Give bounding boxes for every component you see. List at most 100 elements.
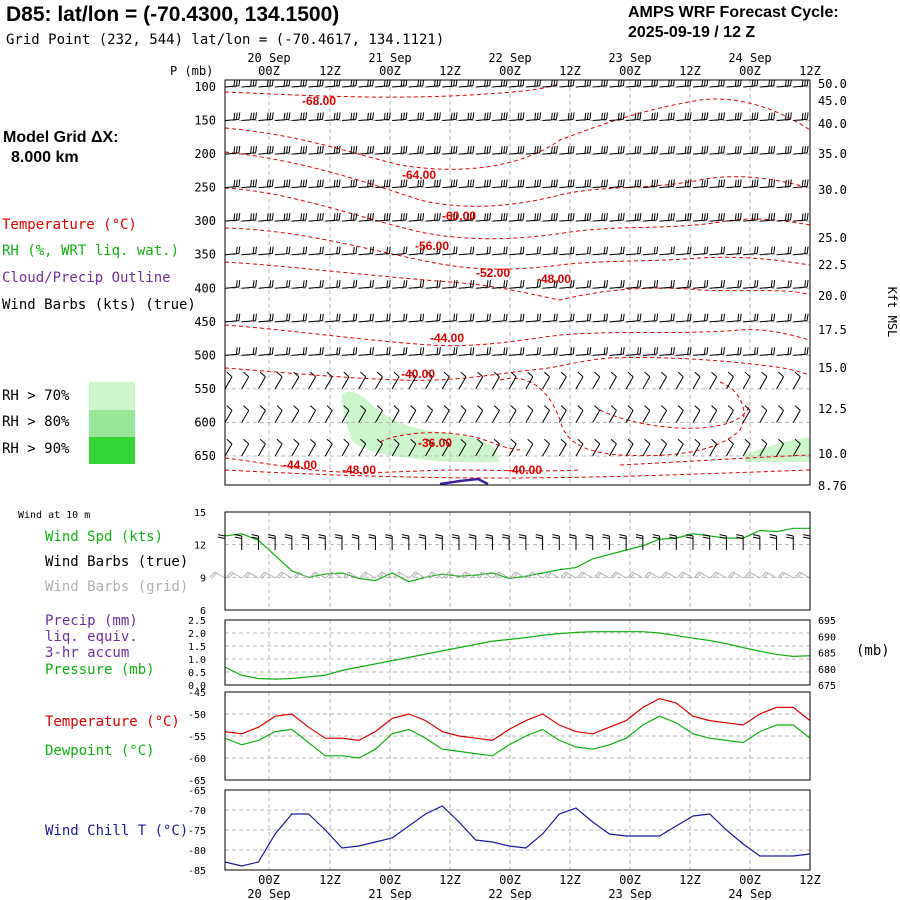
temperature-contour — [599, 404, 751, 429]
upper-wind-barb-flag — [455, 313, 458, 321]
upper-wind-barb-flag — [656, 145, 659, 153]
upper-wind-barb-flag — [656, 112, 659, 120]
upper-wind-barb-flag — [701, 179, 704, 187]
upper-wind-barb-flag — [553, 213, 556, 221]
upper-wind-barb — [709, 443, 718, 457]
upper-wind-barb-flag — [350, 112, 353, 120]
upper-wind-barb-flag — [689, 179, 692, 187]
upper-wind-barb-flag — [723, 313, 725, 321]
upper-wind-barb-flag — [305, 179, 308, 187]
upper-wind-barb-flag — [436, 179, 439, 187]
upper-wind-barb-flag — [238, 212, 241, 221]
upper-wind-barb-flag — [489, 179, 491, 187]
upper-wind-barb — [809, 421, 810, 423]
upper-wind-barb-flag — [238, 145, 241, 153]
upper-wind-barb-flag — [388, 112, 391, 120]
temperature-contour — [225, 469, 810, 479]
upper-wind-barb — [608, 376, 617, 390]
true-wind-barb-flag — [234, 536, 242, 540]
bottom-time-label: 00Z — [379, 873, 401, 887]
upper-wind-barb-flag — [383, 146, 386, 154]
contour-label-minus-60: -60.00 — [442, 209, 476, 223]
contour-label-minus-44-low: -44.00 — [283, 458, 317, 472]
grid-wind-barb-flag — [761, 571, 767, 578]
upper-wind-barb-flag — [734, 112, 737, 120]
bottom-date-label: 20 Sep — [247, 887, 290, 900]
upper-wind-barb-flag — [338, 280, 341, 288]
upper-wind-barb-flag — [386, 246, 389, 254]
upper-wind-barb-flag — [305, 280, 308, 288]
upper-wind-barb-flag — [778, 405, 784, 411]
upper-wind-barb-flag — [553, 313, 556, 321]
model-grid-label: Model Grid ΔX: — [3, 129, 119, 146]
rh-swatch-90 — [89, 437, 135, 464]
upper-wind-barb-flag — [653, 313, 656, 321]
upper-wind-barb-flag — [806, 112, 809, 120]
upper-wind-barb-flag — [422, 313, 425, 321]
upper-wind-barb-flag — [271, 179, 274, 187]
upper-wind-barb-flag — [489, 313, 491, 321]
grid-wind-barb-flag — [495, 572, 501, 579]
upper-wind-barb-flag — [603, 179, 606, 187]
upper-wind-barb — [792, 410, 801, 423]
upper-wind-barb-flag — [536, 280, 539, 288]
upper-wind-barb-flag — [572, 80, 575, 86]
upper-wind-barb-flag — [233, 179, 236, 187]
upper-wind-barb-flag — [804, 313, 807, 321]
upper-wind-barb — [374, 376, 383, 390]
upper-wind-barb-flag — [403, 347, 405, 355]
upper-wind-barb — [508, 443, 517, 457]
upper-wind-barb-flag — [386, 146, 389, 154]
upper-wind-barb-flag — [620, 280, 623, 288]
temperature-contour — [225, 98, 810, 170]
upper-wind-barb-flag — [603, 246, 606, 254]
upper-wind-barb — [308, 410, 317, 423]
upper-wind-barb-flag — [319, 179, 322, 187]
kft-tick-label: 45.0 — [818, 94, 847, 108]
top-time-label: 12Z — [319, 64, 341, 78]
upper-wind-barb-flag — [336, 179, 339, 187]
upper-wind-barb-flag — [369, 280, 372, 288]
upper-wind-barb-flag — [372, 179, 374, 187]
upper-wind-barb — [692, 376, 701, 390]
upper-wind-barb-flag — [484, 146, 486, 154]
upper-wind-barb-flag — [372, 212, 374, 221]
upper-wind-barb — [525, 376, 534, 390]
panel-tick-label: 0.0 — [188, 681, 206, 692]
upper-wind-barb-flag — [367, 112, 369, 120]
upper-wind-barb-flag — [806, 80, 809, 86]
upper-wind-barb-flag — [286, 313, 288, 321]
upper-wind-barb-flag — [770, 213, 773, 221]
upper-wind-barb-flag — [252, 112, 255, 120]
upper-wind-barb-flag — [453, 146, 456, 154]
upper-wind-barb-flag — [804, 280, 807, 288]
panel-right-tick-label: 685 — [818, 649, 836, 660]
upper-wind-barb-flag — [302, 112, 305, 120]
upper-wind-barb-flag — [706, 112, 709, 120]
upper-wind-barb-flag — [773, 212, 776, 221]
upper-wind-barb-flag — [403, 213, 405, 221]
upper-wind-barb-flag — [773, 179, 776, 187]
upper-wind-barb-flag — [770, 112, 773, 120]
temperature-contour — [225, 151, 810, 207]
upper-wind-barb-flag — [238, 280, 241, 288]
upper-wind-barb-flag — [510, 438, 517, 445]
upper-wind-barb-flag — [520, 112, 522, 120]
upper-wind-barb-flag — [790, 280, 792, 288]
grid-wind-barb-flag — [376, 571, 383, 578]
upper-wind-barb — [241, 443, 250, 457]
upper-wind-barb-flag — [572, 347, 575, 355]
upper-wind-barb-flag — [821, 314, 822, 321]
panel-right-tick-label: 695 — [818, 616, 836, 627]
upper-wind-barb-flag — [369, 313, 372, 321]
temperature-contour — [619, 454, 810, 466]
upper-wind-barb-flag — [419, 280, 422, 288]
grid-wind-barb-flag — [395, 572, 401, 579]
upper-wind-barb-flag — [787, 347, 790, 355]
grid-wind-barb-flag — [361, 572, 368, 579]
upper-wind-barb-flag — [439, 179, 441, 187]
grid-wind-barb-flag — [627, 571, 633, 578]
upper-wind-barb-flag — [723, 280, 725, 288]
upper-wind-barb-flag — [534, 112, 537, 120]
upper-wind-barb-flag — [436, 280, 439, 288]
